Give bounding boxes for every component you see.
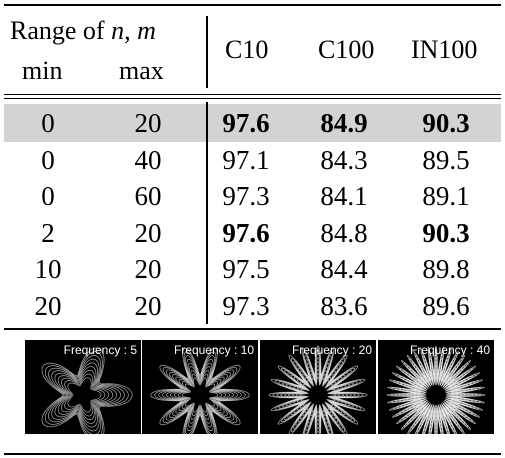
column-header-in100: IN100 xyxy=(411,35,478,64)
table-cell-min: 10 xyxy=(34,254,62,284)
table-cell-max: 20 xyxy=(134,254,162,284)
frequency-label: Frequency : 10 xyxy=(173,343,254,357)
table-cell-min: 0 xyxy=(41,181,55,211)
table-cell-in100: 89.6 xyxy=(422,290,470,321)
table-cell-max: 60 xyxy=(134,181,162,211)
table-cell-in100: 89.1 xyxy=(422,181,470,211)
frequency-figure: Frequency : 40 xyxy=(378,340,494,434)
star-pattern-icon xyxy=(150,347,250,434)
header-rule-2 xyxy=(4,98,501,99)
table-cell-max: 20 xyxy=(134,290,162,321)
table-cell-min: 2 xyxy=(41,217,55,248)
table-bottom-rule xyxy=(4,328,501,330)
table-cell-min: 0 xyxy=(41,108,55,138)
table-cell-max: 40 xyxy=(134,144,162,175)
table-cell-c10: 97.6 xyxy=(222,108,270,138)
frequency-figure: Frequency : 20 xyxy=(260,340,376,434)
table-cell-c100: 83.6 xyxy=(320,290,368,321)
frequency-label: Frequency : 40 xyxy=(409,343,490,357)
top-rule xyxy=(4,4,501,6)
table-cell-in100: 90.3 xyxy=(422,217,470,248)
range-header: Range of n, m xyxy=(10,16,156,46)
range-header-vars: n, m xyxy=(111,16,156,45)
table-cell-max: 20 xyxy=(134,217,162,248)
table-cell-in100: 89.8 xyxy=(422,254,470,284)
table-cell-c100: 84.1 xyxy=(320,181,368,211)
header-rule xyxy=(4,94,501,95)
column-header-c100: C100 xyxy=(318,35,375,64)
table-cell-c10: 97.3 xyxy=(222,181,270,211)
frequency-label: Frequency : 5 xyxy=(63,343,137,357)
table-cell-min: 20 xyxy=(34,290,62,321)
table-cell-in100: 89.5 xyxy=(422,144,470,175)
highlighted-row-background xyxy=(4,104,501,142)
table-cell-c10: 97.1 xyxy=(222,144,270,175)
table-cell-c10: 97.5 xyxy=(222,254,270,284)
table-cell-min: 0 xyxy=(41,144,55,175)
column-divider xyxy=(206,16,208,88)
column-header-c10: C10 xyxy=(225,35,269,64)
table-cell-c100: 84.4 xyxy=(320,254,368,284)
table-cell-in100: 90.3 xyxy=(422,108,470,138)
table-cell-c100: 84.8 xyxy=(320,217,368,248)
table-cell-max: 20 xyxy=(134,108,162,138)
star-pattern-icon xyxy=(268,345,368,434)
max-header: max xyxy=(119,56,164,85)
frequency-label: Frequency : 20 xyxy=(291,343,372,357)
column-divider-body xyxy=(206,102,208,324)
table-cell-c10: 97.3 xyxy=(222,290,270,321)
range-header-prefix: Range of xyxy=(10,16,112,45)
min-header: min xyxy=(22,56,63,85)
frequency-figure: Frequency : 5 xyxy=(25,340,141,434)
frequency-figure: Frequency : 10 xyxy=(142,340,258,434)
table-cell-c10: 97.6 xyxy=(222,217,270,248)
table-cell-c100: 84.3 xyxy=(320,144,368,175)
star-pattern-icon xyxy=(386,345,486,434)
figure-bottom-rule xyxy=(4,453,501,455)
table-cell-c100: 84.9 xyxy=(320,108,368,138)
star-pattern-icon xyxy=(41,347,133,434)
